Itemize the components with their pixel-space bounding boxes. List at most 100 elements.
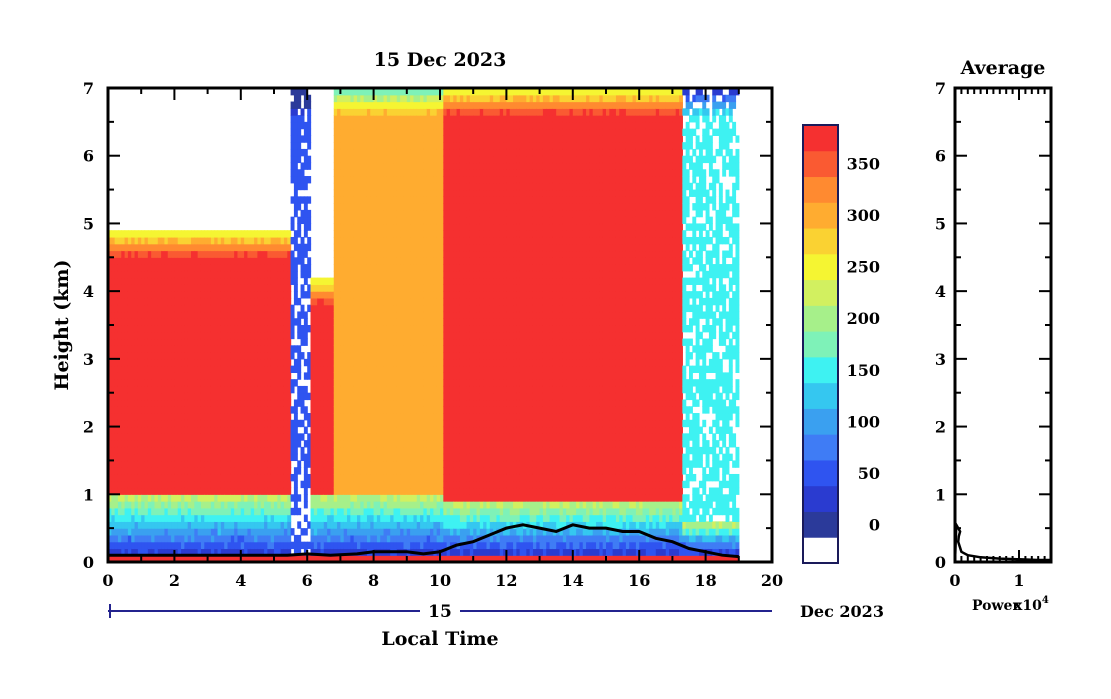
heatmap-cell xyxy=(250,250,255,258)
heatmap-cell xyxy=(347,419,351,428)
heatmap-cell xyxy=(353,460,358,468)
heatmap-cell xyxy=(390,453,395,462)
heatmap-cell xyxy=(317,365,322,373)
heatmap-cell xyxy=(297,507,302,516)
heatmap-cell xyxy=(396,426,401,434)
heatmap-cell xyxy=(127,555,132,562)
heatmap-cell xyxy=(386,182,391,191)
heatmap-cell xyxy=(337,413,341,421)
heatmap-cell xyxy=(174,433,179,441)
heatmap-cell xyxy=(386,291,391,299)
heatmap-cell xyxy=(250,440,255,448)
heatmap-cell xyxy=(403,460,408,468)
heatmap-cell xyxy=(247,514,252,522)
heatmap-cell xyxy=(396,121,401,130)
heatmap-cell xyxy=(257,230,262,238)
heatmap-cell xyxy=(204,264,209,272)
heatmap-cell xyxy=(343,325,348,333)
heatmap-cell xyxy=(117,304,122,313)
heatmap-cell xyxy=(410,230,415,238)
heatmap-cell xyxy=(376,162,381,170)
heatmap-cell xyxy=(277,385,282,394)
heatmap-cell xyxy=(151,318,156,326)
heatmap-cell xyxy=(323,487,328,495)
heatmap-cell xyxy=(383,243,388,252)
heatmap-cell xyxy=(410,399,415,407)
heatmap-cell xyxy=(174,555,179,562)
heatmap-cell xyxy=(396,358,401,367)
heatmap-cell xyxy=(413,534,418,543)
heatmap-cell xyxy=(131,521,136,529)
heatmap-cell xyxy=(217,385,222,394)
heatmap-cell xyxy=(187,318,192,326)
heatmap-cell xyxy=(240,528,245,536)
heatmap-cell xyxy=(220,358,225,367)
heatmap-cell xyxy=(386,494,391,502)
heatmap-cell xyxy=(131,358,136,367)
heatmap-cell xyxy=(280,419,285,428)
heatmap-cell xyxy=(337,196,341,204)
heatmap-cell xyxy=(114,528,119,536)
heatmap-cell xyxy=(151,338,156,346)
heatmap-cell xyxy=(124,507,129,516)
heatmap-cell xyxy=(210,392,215,401)
heatmap-cell xyxy=(214,507,219,516)
heatmap-cell xyxy=(396,318,401,326)
heatmap-cell xyxy=(337,534,341,543)
heatmap-cell xyxy=(353,155,358,164)
heatmap-cell xyxy=(406,176,411,184)
heatmap-cell xyxy=(310,277,315,285)
heatmap-cell xyxy=(307,209,312,218)
heatmap-cell xyxy=(247,413,252,421)
heatmap-cell xyxy=(200,548,205,556)
heatmap-cell xyxy=(194,467,199,475)
heatmap-cell xyxy=(214,453,219,462)
heatmap-cell xyxy=(277,372,282,380)
heatmap-cell xyxy=(320,284,325,292)
heatmap-cell xyxy=(293,365,298,373)
heatmap-cell xyxy=(307,358,312,367)
heatmap-cell xyxy=(290,223,295,231)
heatmap-cell xyxy=(247,399,252,407)
heatmap-cell xyxy=(353,209,358,218)
heatmap-cell xyxy=(144,534,149,543)
heatmap-cell xyxy=(327,460,332,468)
heatmap-cell xyxy=(250,541,255,550)
heatmap-cell xyxy=(383,467,388,475)
heatmap-cell xyxy=(406,514,411,522)
heatmap-cell xyxy=(337,311,341,319)
heatmap-cell xyxy=(327,487,332,495)
heatmap-cell xyxy=(260,501,265,509)
heatmap-cell xyxy=(250,352,255,360)
heatmap-cell xyxy=(224,297,229,306)
heatmap-cell xyxy=(403,365,408,373)
heatmap-cell xyxy=(114,264,119,272)
heatmap-cell xyxy=(337,169,341,177)
heatmap-cell xyxy=(227,501,232,509)
heatmap-cell xyxy=(293,297,298,306)
heatmap-cell xyxy=(191,318,195,326)
heatmap-cell xyxy=(406,446,411,455)
heatmap-cell xyxy=(333,446,338,455)
heatmap-cell xyxy=(300,216,305,225)
heatmap-cell xyxy=(373,406,378,414)
heatmap-cell xyxy=(337,230,341,238)
heatmap-cell xyxy=(340,453,345,462)
heatmap-cell xyxy=(280,277,285,285)
heatmap-cell xyxy=(360,413,365,421)
heatmap-cell xyxy=(154,318,159,326)
heatmap-cell xyxy=(350,121,355,130)
heatmap-cell xyxy=(144,284,149,292)
heatmap-cell xyxy=(164,406,169,414)
heatmap-cell xyxy=(267,264,272,272)
heatmap-cell xyxy=(370,413,375,421)
heatmap-cell xyxy=(267,257,272,265)
heatmap-cell xyxy=(224,528,229,536)
heatmap-cell xyxy=(200,379,205,387)
heatmap-cell xyxy=(360,189,365,197)
heatmap-cell xyxy=(267,372,272,380)
heatmap-cell xyxy=(207,399,212,407)
heatmap-cell xyxy=(380,236,385,245)
heatmap-cell xyxy=(293,467,298,475)
heatmap-cell xyxy=(137,501,142,509)
